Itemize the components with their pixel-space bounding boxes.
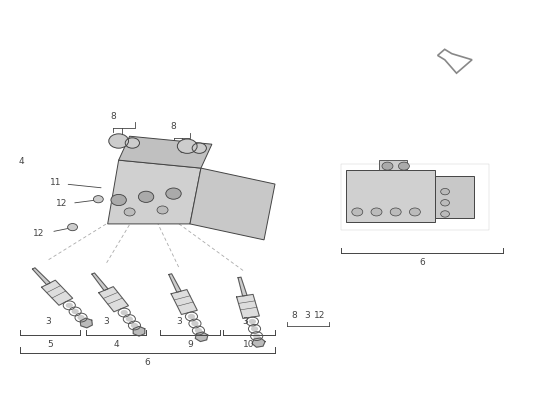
Polygon shape	[99, 287, 129, 312]
Circle shape	[390, 208, 401, 216]
Circle shape	[157, 206, 168, 214]
Polygon shape	[119, 136, 212, 168]
Circle shape	[94, 196, 103, 203]
Text: 6: 6	[419, 258, 425, 267]
Circle shape	[249, 319, 256, 324]
Polygon shape	[238, 277, 247, 296]
Circle shape	[139, 191, 154, 202]
Polygon shape	[438, 49, 472, 73]
Polygon shape	[42, 280, 73, 305]
Text: 12: 12	[57, 200, 68, 208]
Circle shape	[195, 328, 202, 333]
Circle shape	[441, 188, 449, 195]
Text: 4: 4	[19, 157, 24, 166]
Circle shape	[124, 208, 135, 216]
Circle shape	[166, 188, 181, 199]
Text: 8: 8	[292, 310, 297, 320]
Text: 12: 12	[34, 229, 45, 238]
Circle shape	[109, 134, 129, 148]
Polygon shape	[92, 273, 108, 290]
Text: 8: 8	[170, 122, 177, 132]
Circle shape	[441, 211, 449, 217]
Polygon shape	[195, 332, 208, 342]
Polygon shape	[80, 318, 92, 328]
Circle shape	[78, 315, 85, 320]
Circle shape	[120, 310, 128, 315]
Text: 5: 5	[47, 340, 53, 349]
Circle shape	[126, 316, 133, 322]
Polygon shape	[108, 160, 201, 224]
Polygon shape	[32, 268, 50, 285]
Circle shape	[72, 309, 79, 314]
Text: 4: 4	[113, 340, 119, 349]
Text: 9: 9	[187, 340, 193, 349]
Circle shape	[111, 194, 126, 206]
Polygon shape	[133, 326, 145, 336]
FancyBboxPatch shape	[341, 164, 489, 230]
Circle shape	[382, 162, 393, 170]
Circle shape	[125, 138, 140, 148]
Circle shape	[191, 321, 199, 326]
Bar	[346, 170, 436, 222]
Bar	[436, 176, 474, 218]
Circle shape	[409, 208, 420, 216]
Polygon shape	[236, 294, 260, 318]
Text: 8: 8	[111, 112, 116, 121]
Circle shape	[441, 200, 449, 206]
Circle shape	[251, 326, 258, 332]
Polygon shape	[171, 290, 197, 314]
Circle shape	[371, 208, 382, 216]
Bar	[379, 160, 406, 170]
Circle shape	[65, 303, 73, 308]
Text: 3: 3	[119, 137, 125, 146]
Circle shape	[192, 143, 206, 153]
Text: 11: 11	[50, 178, 61, 187]
Text: 3: 3	[103, 317, 109, 326]
Polygon shape	[190, 168, 275, 240]
Text: 3: 3	[176, 317, 182, 326]
Text: 12: 12	[314, 310, 326, 320]
Polygon shape	[252, 338, 265, 347]
Circle shape	[352, 208, 363, 216]
Text: 6: 6	[145, 358, 150, 367]
Circle shape	[398, 162, 409, 170]
Circle shape	[131, 323, 138, 328]
Polygon shape	[169, 274, 181, 292]
Circle shape	[177, 139, 197, 153]
Circle shape	[188, 314, 195, 319]
Text: 3: 3	[304, 310, 310, 320]
Circle shape	[253, 334, 260, 339]
Text: 10: 10	[243, 340, 255, 349]
Text: 3: 3	[242, 317, 248, 326]
Text: 3: 3	[46, 317, 51, 326]
Text: 3: 3	[179, 146, 185, 155]
Circle shape	[68, 224, 78, 231]
